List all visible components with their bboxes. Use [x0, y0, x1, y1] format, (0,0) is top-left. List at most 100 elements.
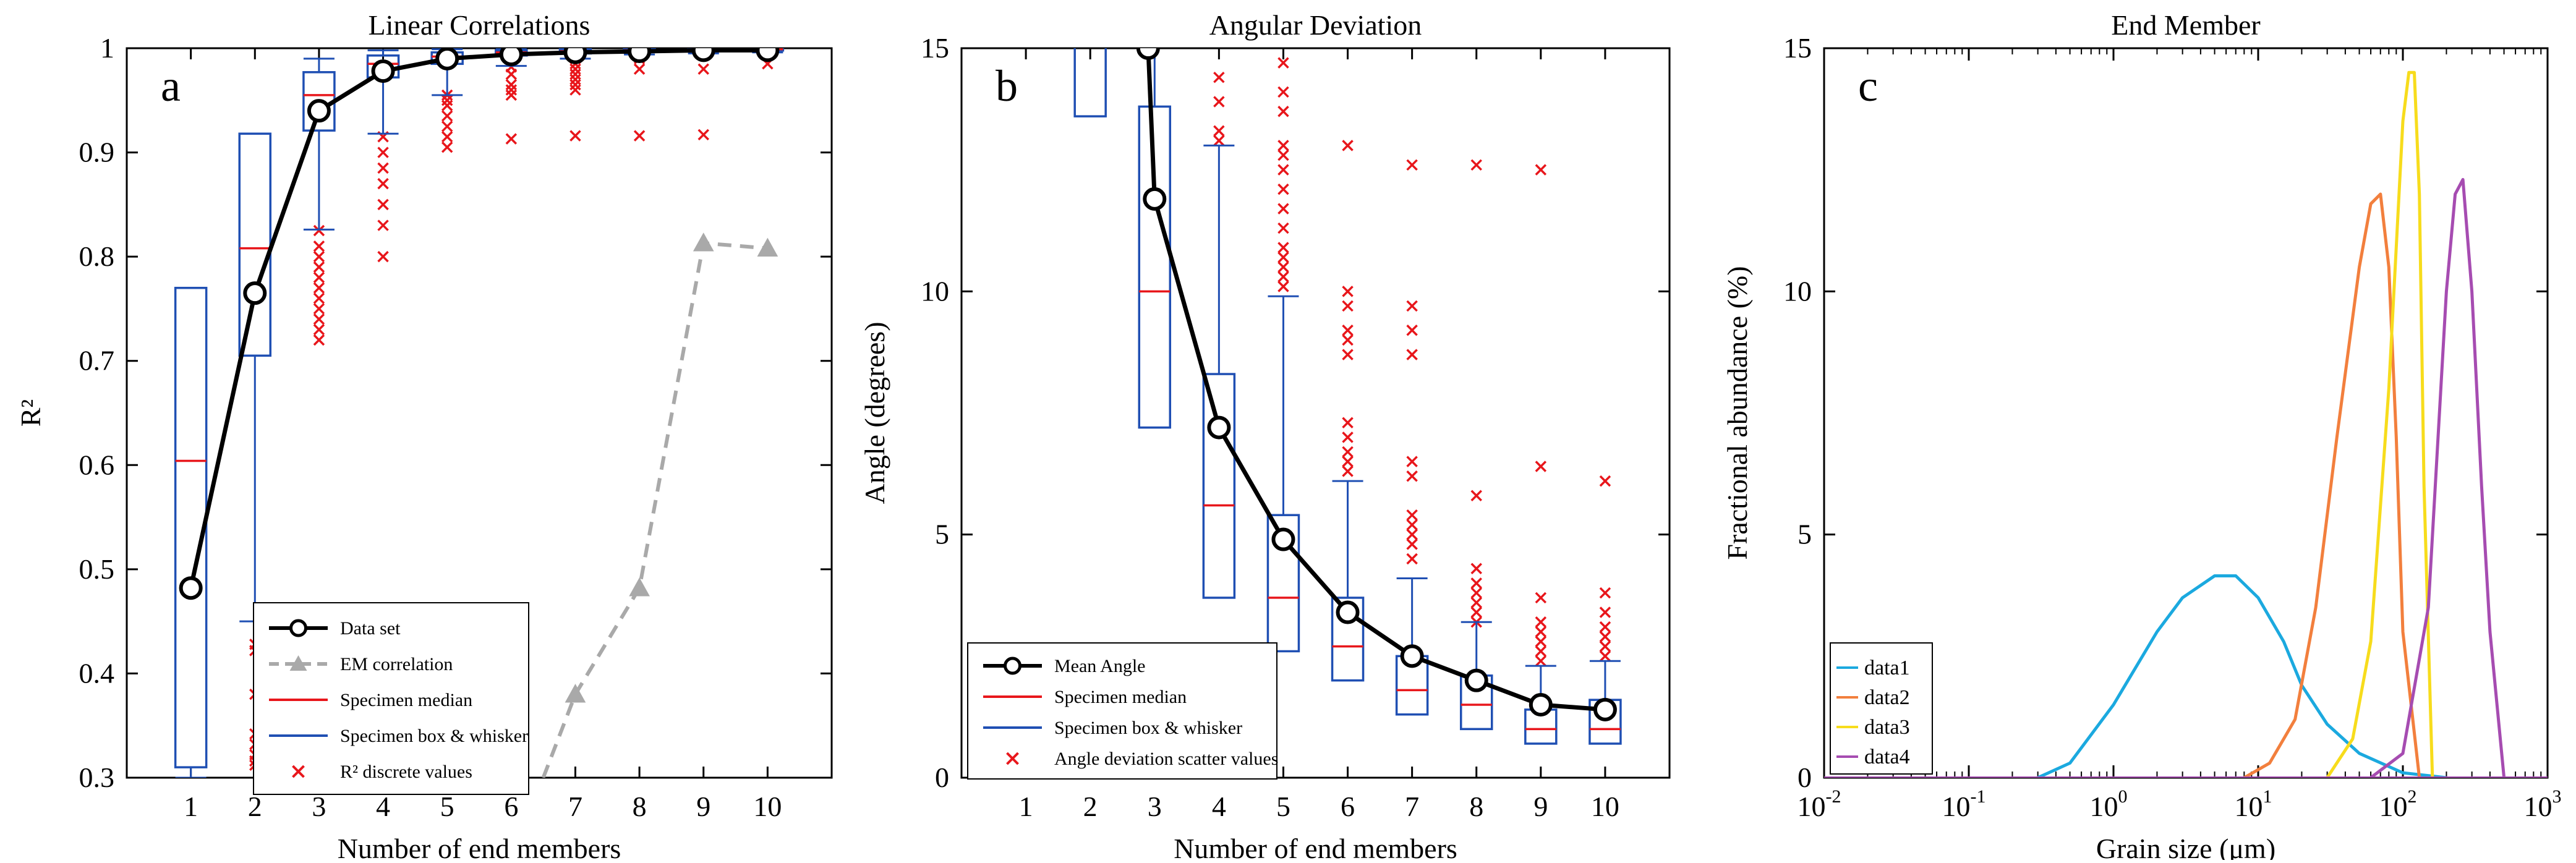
legend: Mean Angle Specimen median Specimen box & … [967, 642, 1278, 780]
box-x2 [238, 132, 272, 623]
triangle-marker [565, 684, 586, 703]
outlier-marker [1277, 222, 1289, 234]
panel-c: End Member c Grain size (μm) Fractional abu… [1721, 9, 2562, 863]
legend-label: Specimen box & whisker [1054, 718, 1242, 738]
x-tick-label: 100 [2090, 786, 2128, 822]
outlier-marker [313, 303, 325, 315]
circle-marker [499, 48, 523, 67]
x-tick-label: 8 [633, 791, 647, 822]
outlier-marker [569, 74, 581, 85]
legend-item: Angle deviation scatter values [1006, 749, 1278, 769]
legend-item: R² discrete values [292, 762, 472, 782]
legend: data1 data2 data3 data4 [1830, 642, 1933, 775]
outlier-marker [1535, 655, 1547, 667]
circle-marker [1336, 600, 1360, 624]
outlier-marker [1342, 286, 1354, 297]
outlier-marker [441, 95, 453, 106]
series-lines [1824, 70, 2548, 778]
y-tick-label: 0.6 [79, 449, 115, 480]
legend-item: Data set [269, 618, 401, 639]
outlier-marker [697, 129, 709, 141]
y-tick-label: 0.3 [79, 762, 115, 793]
outlier-marker [633, 130, 646, 142]
box-x1 [174, 286, 208, 778]
outlier-marker [313, 240, 325, 252]
outlier-marker [1277, 183, 1289, 195]
box [1138, 105, 1172, 429]
legend-label: data2 [1864, 686, 1910, 709]
y-ticks: 0.3 0.4 0.5 0.6 0.7 0.8 0.9 1 [79, 32, 832, 793]
outlier-marker [1406, 349, 1418, 360]
outlier-marker [1342, 325, 1354, 336]
x-axis-label: Number of end members [338, 833, 621, 860]
panel-label: a [161, 61, 181, 111]
outlier-marker [505, 89, 518, 101]
outlier-marker [1599, 650, 1611, 662]
circle-marker [1593, 697, 1617, 721]
outlier-marker [1406, 470, 1418, 482]
circle-marker [435, 48, 459, 70]
legend-label: data1 [1864, 657, 1910, 679]
outliers [249, 48, 774, 772]
outlier-marker [1277, 242, 1289, 253]
outlier-marker [313, 323, 325, 336]
circle-marker [1529, 693, 1553, 716]
box [1202, 373, 1236, 599]
legend-label: Specimen box & whisker [340, 726, 528, 746]
legend-label: Data set [340, 618, 401, 639]
series-line-data4 [2369, 177, 2506, 778]
outlier-marker [1470, 587, 1482, 599]
x-axis-label: Number of end members [1174, 833, 1457, 860]
outlier-marker [377, 162, 389, 174]
outlier-marker [1599, 475, 1611, 487]
plot-area [1073, 48, 1622, 745]
x-tick-label: 7 [1405, 791, 1419, 822]
outlier-marker [1535, 461, 1547, 472]
outlier-marker [1213, 135, 1225, 147]
y-tick-label: 10 [1783, 275, 1812, 307]
outlier-marker [1470, 577, 1482, 589]
outlier-marker [1342, 446, 1354, 458]
x-tick-label: 10 [753, 791, 782, 822]
box-x5 [1266, 295, 1300, 653]
x-tick-label: 1 [184, 791, 198, 822]
outlier-marker [377, 219, 389, 231]
panel-a: Linear Correlations a Number of end member… [15, 9, 833, 863]
outlier-marker [1342, 456, 1354, 467]
legend-item: data3 [1836, 716, 1910, 739]
box [1331, 597, 1365, 682]
outlier-marker [505, 79, 518, 91]
x-tick-label: 4 [376, 791, 390, 822]
circle-marker [1136, 48, 1160, 60]
box [1073, 48, 1107, 117]
outlier-marker [313, 282, 325, 294]
outlier-marker [377, 198, 389, 211]
outlier-marker [569, 130, 581, 142]
box [238, 132, 272, 357]
outlier-marker [1277, 140, 1289, 151]
outlier-marker [1277, 261, 1289, 273]
chart-title: End Member [2111, 9, 2260, 41]
plot-area [1824, 70, 2548, 778]
outlier-marker [377, 147, 389, 158]
x-tick-label: 102 [2379, 786, 2417, 822]
outlier-marker [1277, 86, 1289, 98]
outlier-marker [1599, 621, 1611, 633]
panel-b: Angular Deviation b Number of end members A… [859, 9, 1671, 863]
outlier-marker [1599, 587, 1611, 599]
circle-marker [691, 48, 715, 62]
y-ticks: 0 5 10 15 [921, 32, 1670, 793]
outlier-marker [1277, 149, 1289, 161]
circle-marker [756, 48, 780, 62]
outlier-marker [1535, 592, 1547, 604]
x-tick-label: 2 [1083, 791, 1098, 822]
y-tick-label: 5 [1798, 519, 1812, 550]
outlier-marker [1406, 553, 1418, 565]
outlier-marker [1406, 159, 1418, 171]
x-tick-label: 4 [1212, 791, 1226, 822]
x-tick-label: 9 [1533, 791, 1548, 822]
legend-item: Specimen median [983, 687, 1187, 707]
legend-label: Mean Angle [1054, 656, 1145, 676]
outlier-marker [441, 141, 453, 153]
